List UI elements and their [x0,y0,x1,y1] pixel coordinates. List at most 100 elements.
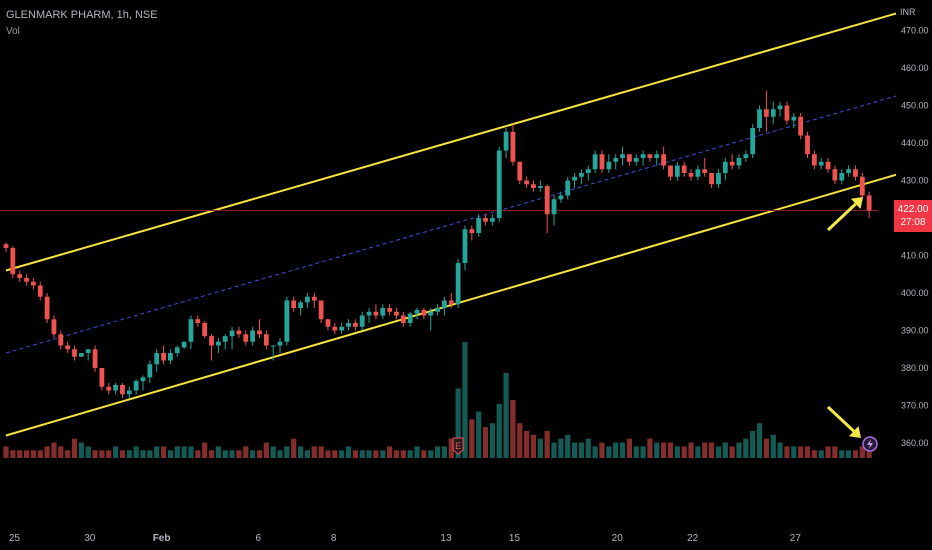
volume-bar [58,446,64,458]
volume-bar [606,446,612,458]
volume-bar [736,442,742,458]
volume-bar [565,434,571,458]
bar-countdown: 27:08 [900,217,926,228]
volume-bar [859,446,865,458]
volume-bar [839,450,845,458]
volume-bar [722,442,728,458]
volume-bar [277,450,283,458]
volume-bar [147,450,153,458]
volume-bar [222,450,228,458]
earnings-marker-icon [452,437,464,455]
candle-body [229,330,235,337]
volume-bar [10,450,16,458]
volume-bar [756,423,763,458]
volume-bar [17,450,23,458]
candle-body [126,390,132,395]
arrow-down-icon-head [848,426,861,438]
candle-body [51,319,57,335]
candle-body [359,315,365,327]
volume-bar [763,438,769,458]
candle-body [859,176,865,196]
volume-bar [160,446,167,458]
candle-body [476,218,482,233]
volume-bar [345,446,352,458]
candle-body [24,278,29,282]
time-tick-label: 15 [509,533,521,544]
volume-bar [85,446,91,458]
candle-body [394,311,399,316]
candle-body [489,218,495,222]
volume-bar [133,446,139,458]
volume-bar [544,430,550,458]
candle-body [579,173,584,177]
candle-body [92,349,98,368]
candle-body [510,131,516,162]
volume-bar [339,450,345,458]
candle-body [181,341,187,348]
candle-body [298,302,303,308]
volume-bar [311,446,317,458]
volume-bar [92,450,98,458]
volume-bar [256,450,263,458]
time-tick-label: 22 [687,533,699,544]
candle-body [236,330,242,335]
volume-bar [51,442,57,458]
volume-bar [215,446,221,458]
candle-body [257,330,262,335]
candle-body [606,161,612,170]
volume-bar [661,442,667,458]
candle-body [161,353,166,361]
price-tick-label: 460.00 [901,63,929,73]
volume-bar [729,446,735,458]
volume-bar [599,442,605,458]
volume-bar [229,450,235,458]
price-tick-label: 410.00 [901,251,929,261]
volume-bar [578,442,585,458]
volume-bar [421,450,427,458]
volume-bar [106,450,112,458]
markers: E [452,197,878,455]
candle-body [674,165,680,177]
candle-body [250,330,256,342]
currency-label: INR [900,7,916,17]
candle-body [825,161,831,170]
candle-body [339,326,345,331]
channel-mid-line [5,95,897,354]
volume-bar [99,450,105,458]
volume-bar [674,446,680,458]
candle-body [551,199,557,215]
candle-body [695,169,701,177]
price-tick-label: 400.00 [901,288,929,298]
candle-body [668,165,673,177]
volume-bar [462,342,468,458]
candle-body [585,169,591,173]
candle-body [140,377,146,382]
volume-indicator-label[interactable]: Vol [6,26,20,37]
price-tick-label: 380.00 [901,363,929,373]
candle-body [37,285,43,297]
volume-bar [154,446,160,458]
candle-body [565,180,571,196]
volume-bar [626,438,632,458]
volume-bar [373,450,379,458]
candle-body [311,296,317,301]
price-axis: 470.00460.00450.00440.00430.00420.00410.… [901,26,929,449]
symbol-title[interactable]: GLENMARK PHARM, 1h, NSE [6,9,158,21]
volume-bar [140,450,146,458]
candle-body [661,154,667,166]
candle-body [537,186,543,188]
candle-body [133,381,139,391]
volume-bar [681,446,687,458]
candle-body [572,176,577,181]
candle-body [17,274,23,278]
arrow-down-icon-shaft [826,405,855,433]
candle-body [435,308,440,312]
candle-body [743,154,749,158]
volume-bar [784,446,790,458]
volume-bar [113,446,119,458]
candle-body [174,347,180,353]
price-tick-label: 360.00 [901,438,929,448]
volume-bar [23,450,30,458]
volume-bar [304,450,311,458]
